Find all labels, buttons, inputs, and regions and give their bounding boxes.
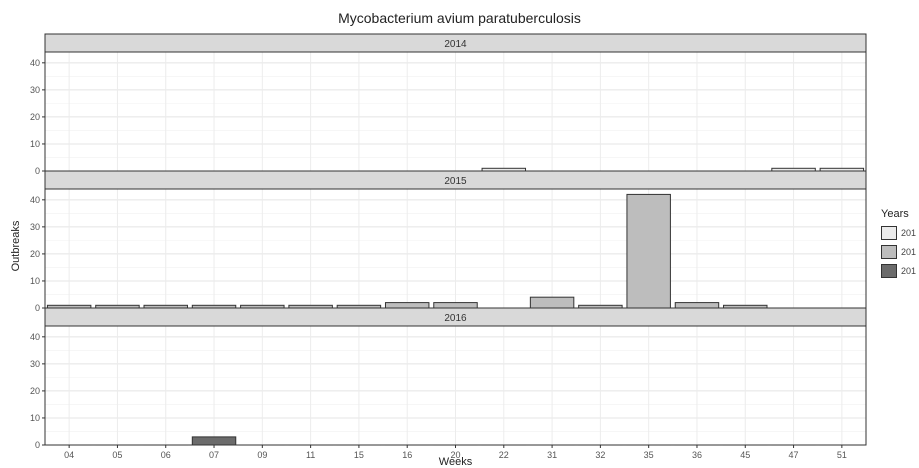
x-tick-label-06: 06 [161, 450, 171, 460]
panel-2014-y-tick-label: 10 [30, 139, 40, 149]
chart-title: Mycobacterium avium paratuberculosis [338, 10, 581, 26]
x-tick-label-36: 36 [692, 450, 702, 460]
panel-2016-y-tick-label: 10 [30, 413, 40, 423]
panel-2014-y-tick-label: 0 [35, 166, 40, 176]
legend-item-3: 201 [881, 261, 916, 280]
x-tick-label-45: 45 [740, 450, 750, 460]
panel-2015-bar-31 [529, 296, 575, 309]
x-tick-label-51: 51 [837, 450, 847, 460]
x-axis-title: Weeks [439, 456, 473, 468]
panel-2015-y-tick-label: 40 [30, 195, 40, 205]
x-tick-label-05: 05 [112, 450, 122, 460]
x-tick-label-22: 22 [499, 450, 509, 460]
panel-2016-strip-label: 2016 [444, 313, 467, 324]
legend-key-2 [881, 244, 897, 259]
panel-2015-bar-36 [674, 302, 720, 309]
panel-2016-y-tick-label: 40 [30, 332, 40, 342]
x-tick-label-11: 11 [306, 450, 315, 460]
panel-2016-y-tick-label: 0 [35, 440, 40, 450]
panel-2015-y-tick-label: 0 [35, 303, 40, 313]
x-tick-label-47: 47 [789, 450, 799, 460]
x-tick-label-07: 07 [209, 450, 219, 460]
legend-title: Years [881, 208, 909, 220]
panel-2016-y-tick-label: 30 [30, 359, 40, 369]
panel-2015-y-tick-label: 20 [30, 249, 40, 259]
panel-2014-y-tick-label: 40 [30, 58, 40, 68]
y-axis-title: Outbreaks [10, 220, 22, 271]
x-tick-label-20: 20 [450, 450, 460, 460]
panel-2014-strip-label: 2014 [444, 39, 467, 50]
x-tick-label-35: 35 [644, 450, 654, 460]
panel-2015-bar-20 [433, 302, 478, 309]
x-tick-label-32: 32 [595, 450, 605, 460]
legend-key-3 [881, 263, 897, 278]
panel-2015-bar-35 [626, 193, 671, 309]
legend-key-1 [881, 225, 897, 240]
x-tick-label-15: 15 [354, 450, 364, 460]
legend-label-1: 201 [901, 227, 917, 238]
x-tick-label-04: 04 [64, 450, 74, 460]
panel-2016-y-tick-label: 20 [30, 386, 40, 396]
panel-2014-y-tick-label: 30 [30, 85, 40, 95]
x-tick-label-16: 16 [402, 450, 412, 460]
x-tick-label-31: 31 [547, 450, 557, 460]
panel-2015-y-tick-label: 10 [30, 276, 40, 286]
legend-item-1: 201 [881, 223, 916, 242]
legend-label-3: 201 [901, 265, 917, 276]
panel-2016-bar-07 [191, 436, 237, 446]
x-tick-label-09: 09 [257, 450, 267, 460]
legend: Years 201 201 201 [881, 208, 916, 280]
panel-2015-strip-label: 2015 [444, 176, 467, 187]
panel-2015-y-tick-label: 30 [30, 222, 40, 232]
panel-2014-y-tick-label: 20 [30, 112, 40, 122]
panel-2015-bar-16 [384, 302, 430, 309]
legend-item-2: 201 [881, 242, 916, 261]
legend-label-2: 201 [901, 246, 917, 257]
